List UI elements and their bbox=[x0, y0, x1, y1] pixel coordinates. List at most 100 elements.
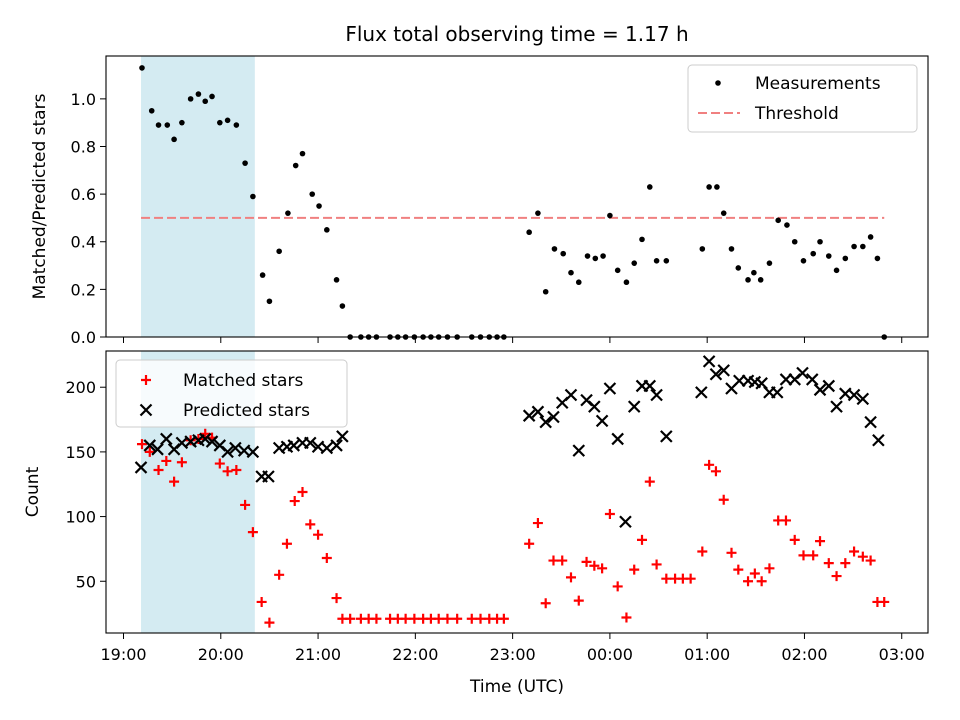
top-panel: 0.0 0.2 0.4 0.6 0.8 1.0 Matched/Predicted sta… bbox=[30, 55, 929, 347]
measurement-point bbox=[584, 253, 591, 259]
measurement-point bbox=[333, 277, 340, 283]
matched-star-point bbox=[305, 519, 316, 530]
matched-star-point bbox=[815, 536, 826, 547]
matched-star-point bbox=[400, 613, 411, 624]
bottom-panel-frame bbox=[105, 350, 929, 634]
predicted-star-point bbox=[822, 379, 836, 393]
measurement-point bbox=[224, 117, 231, 124]
measurement-point bbox=[164, 122, 171, 128]
matched-star-point bbox=[780, 515, 791, 526]
measurement-point bbox=[575, 279, 582, 286]
predicted-star-point bbox=[872, 433, 885, 447]
matched-star-point bbox=[743, 576, 754, 587]
measurement-point bbox=[233, 122, 240, 128]
predicted-star-point bbox=[619, 515, 632, 529]
predicted-star-point bbox=[796, 366, 809, 380]
matched-star-point bbox=[879, 596, 890, 607]
legend-top: Measurements Threshold bbox=[687, 64, 918, 133]
y-tick-label: 50 bbox=[76, 572, 96, 591]
predicted-star-point bbox=[304, 436, 317, 450]
measurement-point bbox=[568, 269, 574, 276]
predicted-star-point bbox=[695, 386, 708, 399]
matched-star-point bbox=[231, 465, 242, 476]
shaded-region bbox=[141, 56, 255, 337]
matched-star-point bbox=[214, 458, 225, 469]
measurement-point bbox=[663, 257, 670, 264]
matched-star-point bbox=[169, 476, 180, 487]
matched-star-point bbox=[704, 459, 715, 470]
measurement-point bbox=[209, 93, 215, 100]
legend-box bbox=[687, 64, 918, 133]
y-tick-label: 150 bbox=[65, 443, 96, 462]
measurement-point bbox=[766, 260, 773, 266]
predicted-star-point bbox=[627, 400, 641, 413]
measurement-point bbox=[851, 243, 857, 250]
predicted-star-point bbox=[717, 364, 730, 377]
measurement-point bbox=[699, 246, 706, 252]
x-tick-label: 20:00 bbox=[198, 645, 244, 664]
matched-star-point bbox=[321, 552, 332, 563]
predicted-star-point bbox=[320, 441, 334, 455]
measurement-point bbox=[825, 253, 832, 259]
measurement-point bbox=[800, 257, 807, 264]
matched-star-point bbox=[718, 494, 729, 505]
predicted-star-point bbox=[221, 445, 234, 459]
x-tick-label: 21:00 bbox=[295, 645, 341, 664]
matched-star-point bbox=[597, 563, 608, 574]
predicted-star-point bbox=[813, 383, 827, 397]
measurement-point bbox=[874, 255, 881, 262]
matched-star-point bbox=[452, 613, 463, 624]
measurement-point bbox=[179, 119, 185, 126]
legend-predicted-marker bbox=[139, 403, 153, 417]
measurement-point bbox=[867, 234, 874, 240]
measurement-point bbox=[309, 191, 316, 197]
predicted-star-point bbox=[856, 392, 870, 406]
matched-star-point bbox=[565, 572, 576, 583]
x-tick-label: 19:00 bbox=[100, 645, 146, 664]
y-tick-label: 0.6 bbox=[71, 185, 96, 204]
predicted-star-point bbox=[246, 445, 260, 459]
matched-star-point bbox=[629, 564, 640, 575]
measurement-point bbox=[775, 217, 781, 224]
measurement-point bbox=[860, 243, 866, 250]
matched-star-point bbox=[240, 499, 251, 510]
measurement-point bbox=[217, 119, 223, 126]
measurement-point bbox=[324, 227, 330, 233]
predicted-star-point bbox=[336, 430, 349, 443]
measurement-point bbox=[833, 267, 840, 274]
measurement-point bbox=[592, 255, 599, 262]
predicted-star-point bbox=[572, 444, 586, 457]
measurement-point bbox=[631, 260, 638, 266]
predicted-star-point bbox=[564, 388, 578, 402]
matched-star-point bbox=[371, 613, 382, 624]
measurement-point bbox=[155, 122, 162, 128]
matched-star-point bbox=[865, 555, 876, 566]
matched-star-point bbox=[524, 538, 535, 549]
predicted-star-point bbox=[287, 439, 301, 452]
matched-star-point bbox=[176, 457, 187, 468]
chart-title: Flux total observing time = 1.17 h bbox=[345, 22, 688, 46]
matched-star-point bbox=[604, 508, 615, 519]
matched-star-point bbox=[840, 558, 851, 569]
matched-star-point bbox=[651, 559, 662, 570]
measurement-point bbox=[266, 298, 273, 305]
measurement-point bbox=[791, 238, 798, 245]
predicted-star-point bbox=[229, 441, 242, 455]
measurement-point bbox=[745, 277, 751, 283]
y-tick-label: 200 bbox=[65, 378, 96, 397]
matched-star-point bbox=[548, 555, 559, 566]
matched-star-point bbox=[808, 550, 819, 561]
matched-star-point bbox=[297, 487, 308, 497]
matched-star-point bbox=[644, 476, 655, 487]
measurement-point bbox=[751, 269, 757, 276]
predicted-star-point bbox=[643, 379, 657, 393]
predicted-star-point bbox=[160, 432, 173, 446]
predicted-star-point bbox=[539, 415, 552, 429]
measurement-point bbox=[714, 184, 720, 190]
matched-star-point bbox=[685, 573, 696, 584]
measurement-point bbox=[607, 212, 613, 219]
measurement-point bbox=[316, 203, 322, 209]
legend-matched-marker bbox=[141, 375, 151, 385]
x-tick-label: 22:00 bbox=[392, 645, 438, 664]
